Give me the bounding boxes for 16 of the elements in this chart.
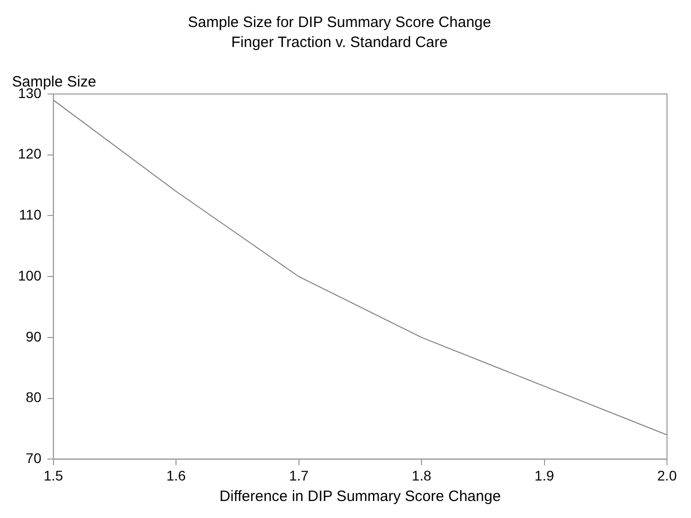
y-axis-title: Sample Size [12, 74, 96, 91]
y-tick-label: 120 [18, 146, 42, 162]
x-tick-label: 1.7 [289, 467, 309, 484]
x-tick-label: 1.9 [534, 467, 554, 484]
y-tick-label: 90 [26, 328, 42, 344]
chart-subtitle: Finger Traction v. Standard Care [231, 34, 448, 52]
x-axis-title: Difference in DIP Summary Score Change [220, 488, 501, 506]
x-tick-label: 1.6 [166, 467, 186, 484]
x-tick-label: 2.0 [657, 467, 677, 484]
y-tick-label: 110 [19, 206, 42, 223]
y-tick-label: 80 [26, 389, 42, 406]
chart-title: Sample Size for DIP Summary Score Change [188, 14, 492, 32]
y-tick-label: 100 [18, 267, 42, 284]
y-tick-label: 70 [26, 450, 42, 466]
x-tick-label: 1.8 [412, 467, 432, 484]
x-tick-label: 1.5 [44, 467, 64, 484]
